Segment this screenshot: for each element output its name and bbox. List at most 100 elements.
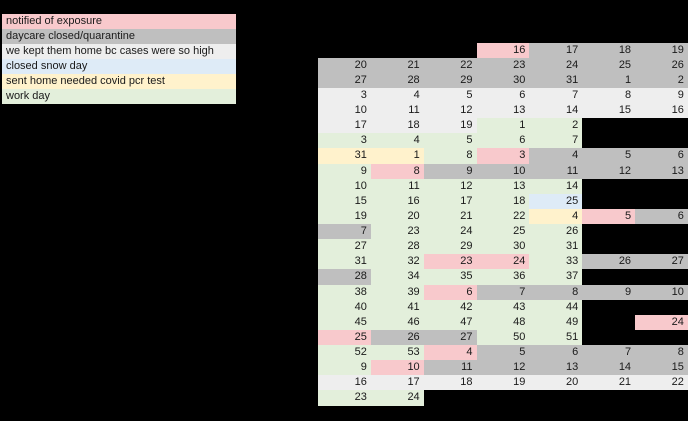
- grid-cell[interactable]: 10: [318, 103, 371, 119]
- grid-cell[interactable]: 18: [476, 193, 530, 209]
- grid-cell[interactable]: 1: [476, 118, 530, 134]
- grid-cell[interactable]: 31: [318, 254, 371, 270]
- grid-cell[interactable]: 18: [423, 375, 477, 391]
- grid-cell[interactable]: 1: [370, 148, 424, 164]
- grid-cell[interactable]: 43: [476, 299, 530, 315]
- grid-cell[interactable]: 9: [318, 360, 371, 376]
- grid-cell[interactable]: 13: [476, 103, 530, 119]
- grid-cell[interactable]: 24: [476, 254, 530, 270]
- grid-cell[interactable]: 23: [423, 254, 477, 270]
- grid-cell[interactable]: 20: [370, 208, 424, 224]
- grid-cell[interactable]: 5: [423, 133, 477, 149]
- grid-cell[interactable]: 23: [318, 390, 371, 406]
- grid-cell[interactable]: 13: [635, 163, 688, 179]
- grid-cell[interactable]: 10: [318, 178, 371, 194]
- grid-cell[interactable]: 26: [370, 329, 424, 345]
- grid-cell[interactable]: 29: [423, 239, 477, 255]
- grid-cell[interactable]: 17: [423, 193, 477, 209]
- grid-cell[interactable]: 5: [582, 208, 636, 224]
- grid-cell[interactable]: 16: [635, 103, 688, 119]
- grid-cell[interactable]: 21: [582, 375, 636, 391]
- grid-cell[interactable]: 24: [423, 224, 477, 240]
- grid-cell[interactable]: 42: [423, 299, 477, 315]
- grid-cell[interactable]: 20: [529, 375, 583, 391]
- grid-cell[interactable]: 7: [529, 133, 583, 149]
- grid-cell[interactable]: 24: [529, 57, 583, 73]
- grid-cell[interactable]: 27: [318, 239, 371, 255]
- grid-cell[interactable]: 6: [529, 345, 583, 361]
- grid-cell[interactable]: 13: [529, 360, 583, 376]
- grid-cell[interactable]: 26: [582, 254, 636, 270]
- grid-cell[interactable]: 26: [529, 224, 583, 240]
- grid-cell[interactable]: 1: [582, 72, 636, 88]
- legend-item[interactable]: notified of exposure: [2, 14, 236, 29]
- grid-cell[interactable]: 11: [370, 178, 424, 194]
- grid-cell[interactable]: 2: [529, 118, 583, 134]
- grid-cell[interactable]: 12: [476, 360, 530, 376]
- grid-cell[interactable]: 29: [423, 72, 477, 88]
- grid-cell[interactable]: 19: [423, 118, 477, 134]
- grid-cell[interactable]: 8: [423, 148, 477, 164]
- grid-cell[interactable]: 7: [318, 224, 371, 240]
- grid-cell[interactable]: 15: [318, 193, 371, 209]
- grid-cell[interactable]: 9: [423, 163, 477, 179]
- grid-cell[interactable]: 18: [582, 42, 636, 58]
- grid-cell[interactable]: 31: [529, 72, 583, 88]
- grid-cell[interactable]: 25: [476, 224, 530, 240]
- grid-cell[interactable]: 33: [529, 254, 583, 270]
- grid-cell[interactable]: 10: [476, 163, 530, 179]
- grid-cell[interactable]: 16: [370, 193, 424, 209]
- grid-cell[interactable]: 18: [370, 118, 424, 134]
- grid-cell[interactable]: 19: [318, 208, 371, 224]
- grid-cell[interactable]: 38: [318, 284, 371, 300]
- grid-cell[interactable]: 9: [318, 163, 371, 179]
- grid-cell[interactable]: 49: [529, 314, 583, 330]
- grid-cell[interactable]: 48: [476, 314, 530, 330]
- grid-cell[interactable]: 7: [582, 345, 636, 361]
- grid-cell[interactable]: 34: [370, 269, 424, 285]
- grid-cell[interactable]: 20: [318, 57, 371, 73]
- grid-cell[interactable]: 44: [529, 299, 583, 315]
- grid-cell[interactable]: 36: [476, 269, 530, 285]
- legend-item[interactable]: closed snow day: [2, 59, 236, 74]
- grid-cell[interactable]: 9: [582, 284, 636, 300]
- legend-item[interactable]: we kept them home bc cases were so high: [2, 44, 236, 59]
- grid-cell[interactable]: 25: [318, 329, 371, 345]
- grid-cell[interactable]: 30: [476, 72, 530, 88]
- grid-cell[interactable]: 40: [318, 299, 371, 315]
- grid-cell[interactable]: 3: [318, 133, 371, 149]
- grid-cell[interactable]: 25: [529, 193, 583, 209]
- grid-cell[interactable]: 15: [582, 103, 636, 119]
- grid-cell[interactable]: 22: [423, 57, 477, 73]
- grid-cell[interactable]: 6: [635, 208, 688, 224]
- grid-cell[interactable]: 6: [423, 284, 477, 300]
- grid-cell[interactable]: 46: [370, 314, 424, 330]
- grid-cell[interactable]: 24: [635, 314, 688, 330]
- grid-cell[interactable]: 25: [582, 57, 636, 73]
- grid-cell[interactable]: 4: [529, 148, 583, 164]
- grid-cell[interactable]: 31: [318, 148, 371, 164]
- grid-cell[interactable]: 45: [318, 314, 371, 330]
- grid-cell[interactable]: 21: [370, 57, 424, 73]
- grid-cell[interactable]: 8: [635, 345, 688, 361]
- grid-cell[interactable]: 22: [476, 208, 530, 224]
- grid-cell[interactable]: 4: [423, 345, 477, 361]
- grid-cell[interactable]: 11: [529, 163, 583, 179]
- grid-cell[interactable]: 8: [370, 163, 424, 179]
- grid-cell[interactable]: 12: [423, 178, 477, 194]
- grid-cell[interactable]: 27: [318, 72, 371, 88]
- grid-cell[interactable]: 11: [370, 103, 424, 119]
- grid-cell[interactable]: 53: [370, 345, 424, 361]
- grid-cell[interactable]: 41: [370, 299, 424, 315]
- grid-cell[interactable]: 52: [318, 345, 371, 361]
- grid-cell[interactable]: 39: [370, 284, 424, 300]
- grid-cell[interactable]: 6: [476, 133, 530, 149]
- grid-cell[interactable]: 4: [370, 87, 424, 103]
- grid-cell[interactable]: 4: [529, 208, 583, 224]
- grid-cell[interactable]: 14: [582, 360, 636, 376]
- grid-cell[interactable]: 11: [423, 360, 477, 376]
- grid-cell[interactable]: 23: [370, 224, 424, 240]
- grid-cell[interactable]: 28: [318, 269, 371, 285]
- grid-cell[interactable]: 13: [476, 178, 530, 194]
- grid-cell[interactable]: 7: [476, 284, 530, 300]
